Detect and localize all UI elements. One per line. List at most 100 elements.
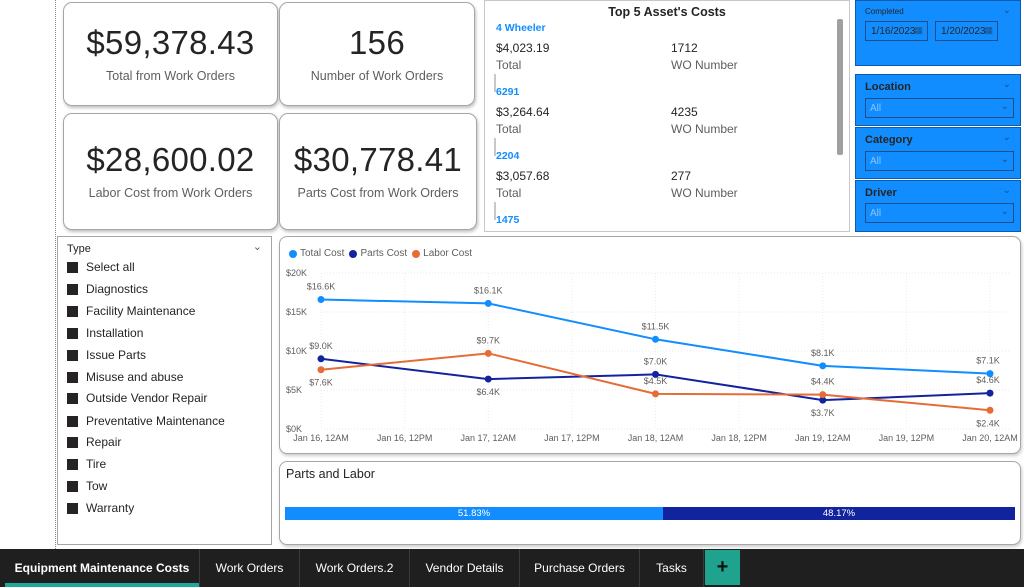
category-slicer[interactable]: Category ⌄ All ⌄ — [855, 127, 1021, 179]
calendar-icon[interactable]: ▦ — [984, 25, 993, 35]
plus-icon: + — [716, 556, 729, 578]
checkbox[interactable] — [67, 371, 78, 383]
parts-labor-card[interactable]: Parts and Labor 51.83% 48.17% — [279, 461, 1021, 545]
labor-bar-segment[interactable]: 48.17% — [663, 507, 1015, 520]
top5-assets-card[interactable]: Top 5 Asset's Costs 4 Wheeler $4,023.19 1… — [484, 0, 850, 232]
legend-label: Total Cost — [300, 248, 345, 259]
data-point[interactable] — [484, 349, 492, 357]
type-option[interactable]: Repair — [67, 435, 121, 449]
type-option[interactable]: Installation — [67, 326, 143, 340]
calendar-icon[interactable]: ▦ — [914, 25, 923, 35]
option-label: Select all — [86, 260, 135, 274]
data-point[interactable] — [986, 389, 994, 397]
legend-label: Labor Cost — [423, 248, 473, 259]
tab-work-orders[interactable]: Work Orders — [200, 549, 300, 587]
data-point[interactable] — [484, 299, 492, 307]
checkbox[interactable] — [67, 392, 78, 404]
data-point[interactable] — [819, 391, 827, 399]
type-slicer[interactable]: Type ⌄ Select all Diagnostics Facility M… — [57, 236, 272, 545]
legend-item[interactable]: Parts Cost — [349, 248, 407, 259]
checkbox[interactable] — [67, 502, 78, 514]
data-point[interactable] — [317, 355, 325, 363]
data-point[interactable] — [652, 390, 659, 398]
chart-legend: Total Cost Parts Cost Labor Cost — [289, 248, 477, 259]
line-chart-plot[interactable]: $0K $5K $10K $15K $20K Jan 16, 12AM Jan 16, 12… — [280, 237, 1020, 453]
type-option[interactable]: Diagnostics — [67, 282, 148, 296]
x-tick-label: Jan 19, 12AM — [795, 433, 851, 443]
date-to-input[interactable]: 1/20/2023 ▦ — [935, 21, 998, 41]
type-option[interactable]: Tow — [67, 479, 107, 493]
data-point[interactable] — [652, 335, 659, 343]
asset-total-label: Total — [496, 186, 522, 200]
asset-name[interactable]: 4 Wheeler — [496, 22, 546, 34]
type-option[interactable]: Warranty — [67, 501, 134, 515]
option-label: Preventative Maintenance — [86, 414, 225, 428]
data-point[interactable] — [819, 362, 827, 370]
type-option[interactable]: Preventative Maintenance — [67, 414, 225, 428]
data-point[interactable] — [986, 370, 994, 378]
checkbox[interactable] — [67, 349, 78, 361]
checkbox[interactable] — [67, 305, 78, 317]
chevron-down-icon[interactable]: ⌄ — [1002, 79, 1011, 90]
asset-wo: 1712 — [671, 41, 698, 55]
checkbox[interactable] — [67, 436, 78, 448]
category-dropdown[interactable]: All ⌄ — [865, 151, 1014, 171]
kpi-card-parts[interactable]: $30,778.41 Parts Cost from Work Orders — [279, 113, 477, 230]
type-option[interactable]: Outside Vendor Repair — [67, 391, 207, 405]
location-slicer[interactable]: Location ⌄ All ⌄ — [855, 74, 1021, 126]
driver-dropdown[interactable]: All ⌄ — [865, 203, 1014, 223]
card-divider — [494, 202, 496, 220]
asset-card: 4 Wheeler $4,023.19 1712 Total WO Number — [496, 22, 826, 72]
checkbox[interactable] — [67, 327, 78, 339]
tab-purchase-orders[interactable]: Purchase Orders — [520, 549, 640, 587]
tab-tasks[interactable]: Tasks — [640, 549, 704, 587]
location-dropdown[interactable]: All ⌄ — [865, 98, 1014, 118]
add-page-button[interactable]: + — [705, 550, 740, 585]
type-option[interactable]: Misuse and abuse — [67, 370, 183, 384]
asset-name[interactable]: 6291 — [496, 86, 520, 98]
type-option[interactable]: Facility Maintenance — [67, 304, 195, 318]
kpi-card-count[interactable]: 156 Number of Work Orders — [279, 2, 475, 106]
data-point[interactable] — [652, 370, 659, 378]
scrollbar[interactable] — [837, 19, 843, 155]
driver-slicer[interactable]: Driver ⌄ All ⌄ — [855, 180, 1021, 232]
data-point[interactable] — [317, 366, 325, 374]
legend-item[interactable]: Labor Cost — [412, 248, 472, 259]
data-label: $9.7K — [476, 335, 500, 345]
tab-vendor-details[interactable]: Vendor Details — [410, 549, 520, 587]
tab-equipment-maintenance-costs[interactable]: Equipment Maintenance Costs — [5, 549, 200, 587]
y-tick-label: $10K — [286, 346, 307, 356]
kpi-card-total[interactable]: $59,378.43 Total from Work Orders — [63, 2, 278, 106]
data-label: $9.0K — [309, 341, 333, 351]
asset-name[interactable]: 1475 — [496, 214, 520, 226]
chevron-down-icon[interactable]: ⌄ — [1002, 132, 1011, 143]
data-label: $11.5K — [642, 321, 670, 331]
asset-name[interactable]: 2204 — [496, 150, 520, 162]
data-point[interactable] — [819, 396, 827, 404]
kpi-card-labor[interactable]: $28,600.02 Labor Cost from Work Orders — [63, 113, 278, 230]
type-option[interactable]: Select all — [67, 260, 135, 274]
chevron-down-icon[interactable]: ⌄ — [1002, 185, 1011, 196]
checkbox[interactable] — [67, 458, 78, 470]
chevron-down-icon[interactable]: ⌄ — [1002, 5, 1011, 16]
asset-wo-label: WO Number — [671, 122, 738, 136]
option-label: Issue Parts — [86, 348, 147, 362]
checkbox[interactable] — [67, 261, 78, 273]
data-point[interactable] — [986, 406, 994, 414]
date-from-input[interactable]: 1/16/2023 ▦ — [865, 21, 928, 41]
completed-date-slicer[interactable]: Completed ⌄ 1/16/2023 ▦ 1/20/2023 ▦ — [855, 0, 1021, 66]
checkbox[interactable] — [67, 415, 78, 427]
x-tick-label: Jan 19, 12PM — [879, 433, 935, 443]
tab-work-orders-2[interactable]: Work Orders.2 — [300, 549, 410, 587]
checkbox[interactable] — [67, 283, 78, 295]
checkbox[interactable] — [67, 480, 78, 492]
chevron-down-icon[interactable]: ⌄ — [252, 241, 262, 253]
data-point[interactable] — [484, 375, 492, 383]
legend-item[interactable]: Total Cost — [289, 248, 344, 259]
parts-bar-segment[interactable]: 51.83% — [285, 507, 663, 520]
cost-line-chart[interactable]: Total Cost Parts Cost Labor Cost $0K $5K $… — [279, 236, 1021, 454]
type-option[interactable]: Tire — [67, 457, 106, 471]
asset-wo: 277 — [671, 169, 692, 183]
data-point[interactable] — [317, 296, 325, 304]
type-option[interactable]: Issue Parts — [67, 348, 146, 362]
